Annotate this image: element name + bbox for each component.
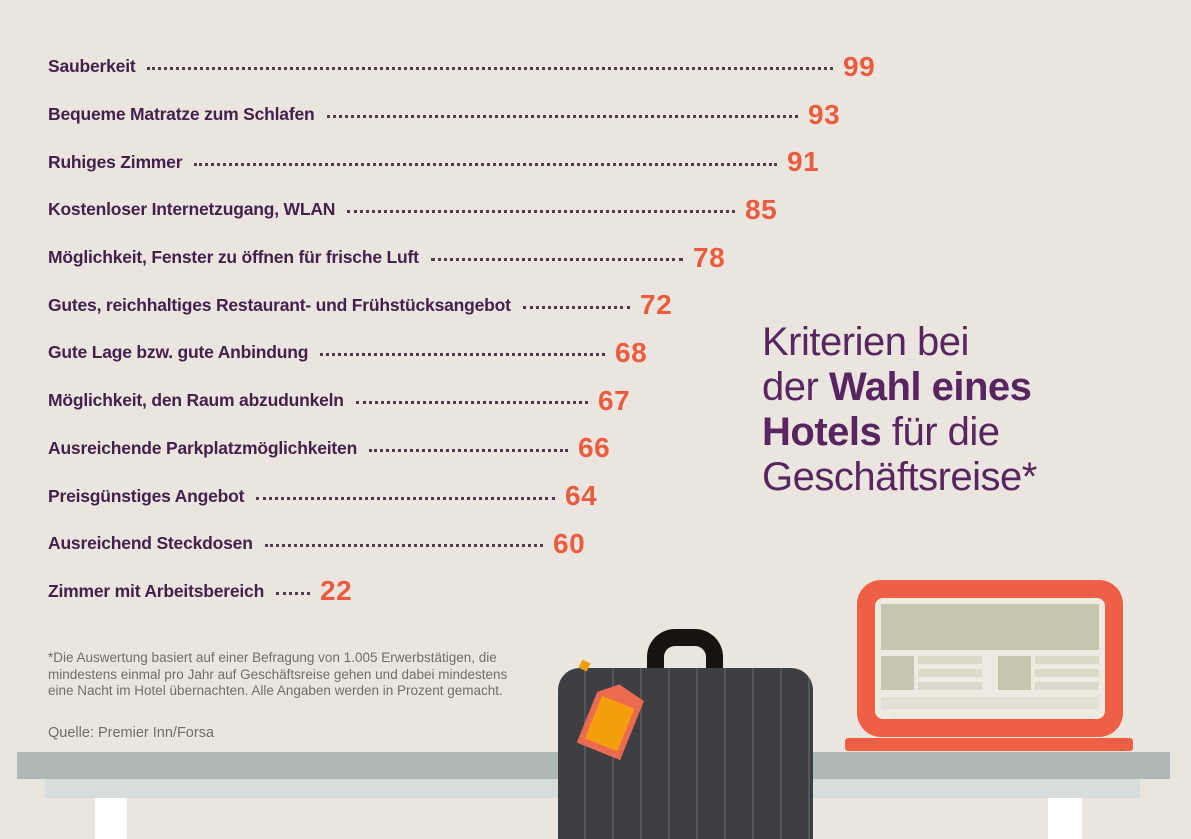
- criteria-value: 91: [787, 146, 820, 178]
- dotted-leader: [276, 591, 310, 595]
- criteria-track: Ausreichende Parkplatzmöglichkeiten: [48, 438, 568, 459]
- dotted-leader: [320, 353, 605, 357]
- laptop-icon: [857, 580, 1123, 737]
- criteria-row: Preisgünstiges Angebot 64: [48, 472, 875, 520]
- screen-articles-row: [881, 656, 1099, 690]
- title-text: Geschäftsreise*: [762, 455, 1037, 499]
- criteria-label: Bequeme Matratze zum Schlafen: [48, 104, 315, 125]
- dotted-leader: [347, 210, 735, 214]
- title-text-bold: Wahl eines: [828, 365, 1032, 409]
- criteria-row: Möglichkeit, den Raum abzudunkeln 67: [48, 377, 875, 425]
- criteria-value: 64: [565, 480, 598, 512]
- criteria-track: Möglichkeit, Fenster zu öffnen für frisc…: [48, 247, 683, 268]
- criteria-value: 85: [745, 193, 778, 225]
- title-line-4: Geschäftsreise*: [762, 455, 1037, 500]
- text-line: [1035, 669, 1099, 677]
- luggage-tag-inner: [585, 696, 635, 752]
- criteria-row: Zimmer mit Arbeitsbereich 22: [48, 568, 875, 616]
- criteria-value: 67: [598, 384, 631, 416]
- criteria-label: Zimmer mit Arbeitsbereich: [48, 580, 265, 601]
- criteria-track: Sauberkeit: [48, 56, 833, 77]
- footnote: *Die Auswertung basiert auf einer Befrag…: [48, 650, 508, 698]
- criteria-label: Ausreichend Steckdosen: [48, 533, 253, 554]
- dotted-leader: [522, 305, 630, 309]
- criteria-value: 66: [578, 432, 611, 464]
- criteria-track: Gutes, reichhaltiges Restaurant- und Frü…: [48, 295, 630, 316]
- criteria-track: Zimmer mit Arbeitsbereich: [48, 581, 310, 602]
- title-line-3: Hotels für die: [762, 410, 1037, 455]
- criteria-row: Sauberkeit 99: [48, 43, 875, 91]
- dotted-leader: [355, 401, 588, 405]
- article-text-lines: [918, 656, 982, 690]
- dotted-leader: [256, 496, 555, 500]
- dotted-leader: [264, 544, 543, 548]
- criteria-row: Gutes, reichhaltiges Restaurant- und Frü…: [48, 281, 875, 329]
- article-thumbnail: [881, 656, 914, 690]
- screen-article: [998, 656, 1099, 690]
- criteria-value: 22: [320, 575, 353, 607]
- criteria-value: 68: [615, 336, 648, 368]
- text-line: [918, 682, 982, 690]
- infographic-title: Kriterien bei der Wahl eines Hotels für …: [762, 320, 1037, 500]
- criteria-label: Möglichkeit, den Raum abzudunkeln: [48, 390, 344, 411]
- criteria-label: Preisgünstiges Angebot: [48, 485, 245, 506]
- criteria-label: Möglichkeit, Fenster zu öffnen für frisc…: [48, 247, 419, 268]
- screen-footer-strip: [881, 697, 1099, 709]
- criteria-row: Ruhiges Zimmer 91: [48, 138, 875, 186]
- criteria-list: Sauberkeit 99 Bequeme Matratze zum Schlafe…: [48, 43, 875, 615]
- criteria-track: Kostenloser Internetzugang, WLAN: [48, 199, 735, 220]
- criteria-track: Möglichkeit, den Raum abzudunkeln: [48, 390, 588, 411]
- criteria-track: Ausreichend Steckdosen: [48, 533, 543, 554]
- criteria-label: Kostenloser Internetzugang, WLAN: [48, 199, 336, 220]
- article-text-lines: [1035, 656, 1099, 690]
- criteria-value: 72: [640, 289, 673, 321]
- criteria-label: Gutes, reichhaltiges Restaurant- und Frü…: [48, 294, 511, 315]
- dotted-leader: [147, 67, 833, 71]
- text-line: [1035, 682, 1099, 690]
- criteria-value: 78: [693, 241, 726, 273]
- article-thumbnail: [998, 656, 1031, 690]
- criteria-row: Gute Lage bzw. gute Anbindung 68: [48, 329, 875, 377]
- criteria-row: Ausreichende Parkplatzmöglichkeiten 66: [48, 425, 875, 473]
- criteria-row: Möglichkeit, Fenster zu öffnen für frisc…: [48, 234, 875, 282]
- title-text: Kriterien bei: [762, 320, 969, 364]
- laptop-base: [845, 738, 1133, 751]
- table-leg-right: [1048, 798, 1082, 839]
- criteria-label: Sauberkeit: [48, 56, 136, 77]
- criteria-row: Ausreichend Steckdosen 60: [48, 520, 875, 568]
- source-line: Quelle: Premier Inn/Forsa: [48, 725, 215, 741]
- text-line: [918, 669, 982, 677]
- table-leg-left: [95, 798, 127, 839]
- criteria-track: Bequeme Matratze zum Schlafen: [48, 104, 798, 125]
- criteria-track: Gute Lage bzw. gute Anbindung: [48, 342, 605, 363]
- criteria-label: Ruhiges Zimmer: [48, 151, 183, 172]
- title-text: der: [762, 365, 829, 409]
- text-line: [1035, 656, 1099, 664]
- screen-article: [881, 656, 982, 690]
- title-text-bold: Hotels: [762, 410, 882, 454]
- criteria-value: 60: [553, 527, 586, 559]
- dotted-leader: [326, 115, 798, 119]
- dotted-leader: [369, 448, 568, 452]
- criteria-track: Ruhiges Zimmer: [48, 152, 777, 173]
- text-line: [918, 656, 982, 664]
- dotted-leader: [430, 258, 683, 262]
- laptop-screen: [875, 598, 1105, 719]
- title-line-1: Kriterien bei: [762, 320, 1037, 365]
- suitcase-icon: [558, 668, 813, 839]
- criteria-track: Preisgünstiges Angebot: [48, 486, 555, 507]
- title-text: für die: [881, 410, 1000, 454]
- screen-hero-block: [881, 604, 1099, 650]
- dotted-leader: [194, 162, 777, 166]
- title-line-2: der Wahl eines: [762, 365, 1037, 410]
- criteria-label: Ausreichende Parkplatzmöglichkeiten: [48, 437, 358, 458]
- criteria-label: Gute Lage bzw. gute Anbindung: [48, 342, 309, 363]
- criteria-value: 99: [843, 50, 876, 82]
- criteria-row: Bequeme Matratze zum Schlafen 93: [48, 91, 875, 139]
- criteria-value: 93: [808, 98, 841, 130]
- criteria-row: Kostenloser Internetzugang, WLAN 85: [48, 186, 875, 234]
